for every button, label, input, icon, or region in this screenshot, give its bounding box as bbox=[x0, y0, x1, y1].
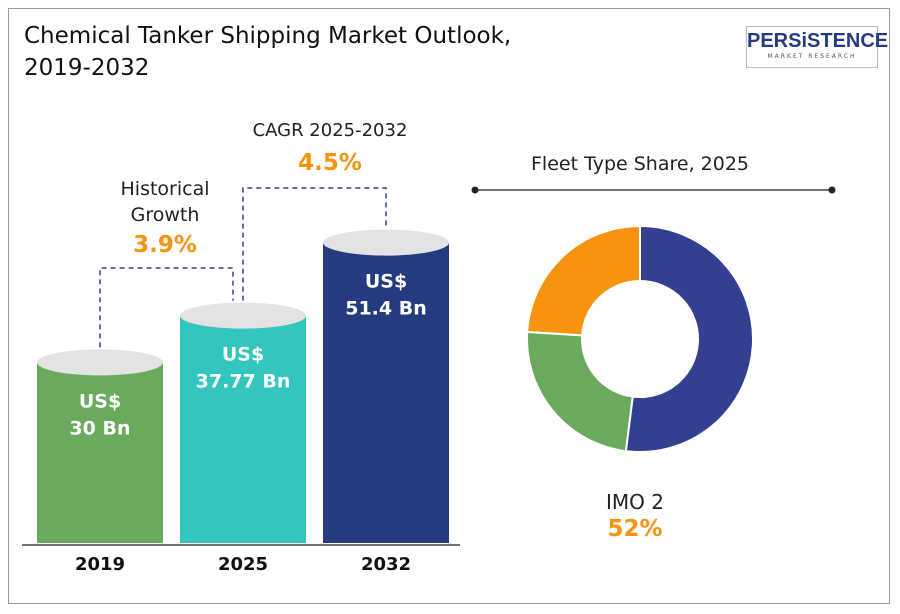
bar-2025 bbox=[180, 315, 306, 543]
page-title: Chemical Tanker Shipping Market Outlook,… bbox=[24, 23, 512, 81]
x-tick-label: 2025 bbox=[218, 554, 268, 575]
historical-value: 3.9% bbox=[133, 232, 197, 258]
cagr-connector bbox=[242, 187, 387, 301]
donut-slice-1 bbox=[526, 330, 634, 453]
x-tick-label: 2032 bbox=[361, 554, 411, 575]
bar-top-2032 bbox=[323, 229, 449, 256]
rule-dot-right bbox=[828, 186, 836, 194]
historical-connector bbox=[99, 267, 234, 348]
rule-dot-left bbox=[471, 186, 479, 194]
bar-value-label: US$ bbox=[79, 390, 121, 412]
x-tick-label: 2019 bbox=[75, 554, 125, 575]
bar-value-label: 37.77 Bn bbox=[196, 371, 291, 393]
donut-slice-0 bbox=[624, 224, 754, 453]
bar-2019 bbox=[37, 362, 163, 543]
bar-value-label: 51.4 Bn bbox=[345, 298, 427, 320]
logo: PERSiSTENCE MARKET RESEARCH bbox=[746, 26, 888, 68]
bar-value-label: US$ bbox=[222, 344, 264, 366]
frame bbox=[8, 8, 890, 604]
bar-value-label: US$ bbox=[365, 271, 407, 293]
donut-callout-label: IMO 2 bbox=[606, 490, 664, 514]
historical-label: Historical Growth bbox=[120, 178, 210, 226]
cagr-value: 4.5% bbox=[298, 150, 362, 176]
donut-slice-2 bbox=[526, 224, 641, 337]
cagr-label: CAGR 2025-2032 bbox=[252, 120, 408, 141]
donut-callout-value: 52% bbox=[607, 516, 663, 542]
bar-2032 bbox=[323, 242, 449, 543]
donut-title: Fleet Type Share, 2025 bbox=[530, 153, 750, 175]
bar-top-2025 bbox=[180, 302, 306, 329]
bar-top-2019 bbox=[37, 349, 163, 376]
bar-value-label: 30 Bn bbox=[69, 417, 130, 439]
